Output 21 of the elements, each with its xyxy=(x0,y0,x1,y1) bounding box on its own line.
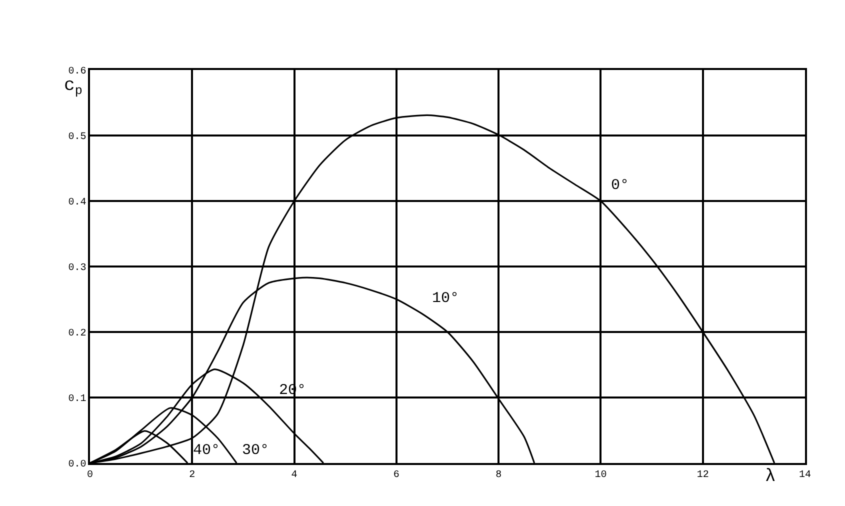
x-tick-label: 12 xyxy=(696,470,709,481)
x-tick-label: 6 xyxy=(393,470,400,481)
y-tick-label: 0.5 xyxy=(68,132,86,143)
series-label: 40° xyxy=(193,442,220,459)
y-tick-label: 0.1 xyxy=(68,394,86,405)
series-label: 10° xyxy=(432,290,460,307)
y-tick-label: 0.0 xyxy=(68,460,86,470)
x-tick-label: 0 xyxy=(86,470,94,481)
y-tick-label: 0.3 xyxy=(68,263,86,274)
x-tick-label: 14 xyxy=(798,470,812,481)
y-tick-label: 0.6 xyxy=(68,66,86,78)
x-tick-label: 8 xyxy=(496,470,502,481)
y-axis-title: c$_{p}$ xyxy=(64,76,82,98)
x-axis-title: λ xyxy=(765,467,776,487)
x-tick-label: 10 xyxy=(594,470,607,481)
y-tick-label: 0.2 xyxy=(68,328,86,340)
y-tick-label: 0.4 xyxy=(68,198,86,208)
x-tick-label: 2 xyxy=(189,470,196,481)
series-label: 0° xyxy=(611,177,630,194)
series-label: 30° xyxy=(242,442,270,459)
x-tick-label: 4 xyxy=(291,470,298,481)
